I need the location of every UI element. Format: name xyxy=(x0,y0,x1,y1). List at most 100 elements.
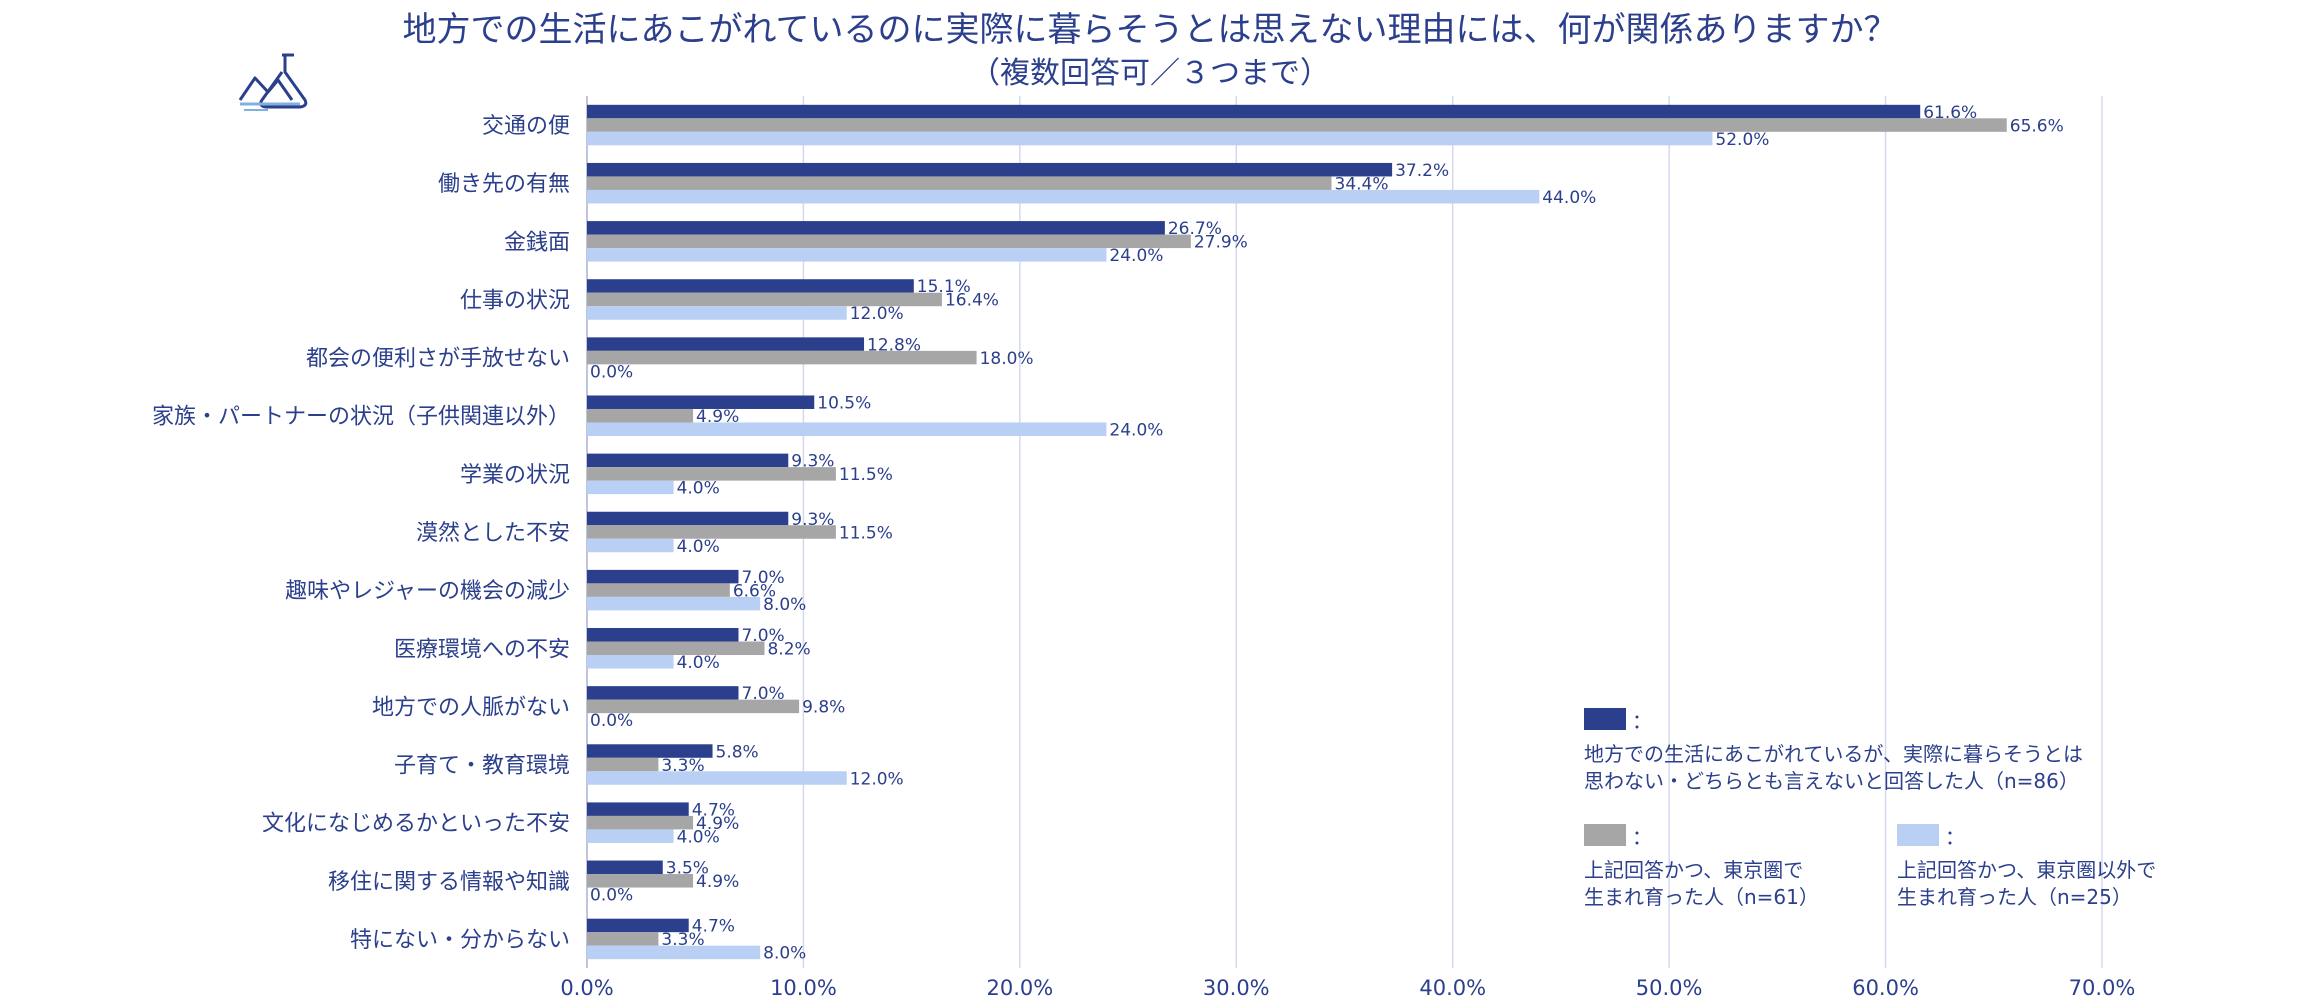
legend-label-series3: 上記回答かつ、東京圏以外で 生まれ育った人（n=25） xyxy=(1897,858,2157,909)
x-tick-label: 50.0% xyxy=(1636,976,1703,1000)
data-label: 6.6% xyxy=(733,581,776,601)
legend-swatch-series2 xyxy=(1584,824,1626,846)
data-label: 12.8% xyxy=(867,335,921,355)
x-tick-label: 30.0% xyxy=(1203,976,1270,1000)
legend-label-series2: 上記回答かつ、東京圏で 生まれ育った人（n=61） xyxy=(1584,858,1819,909)
data-label: 16.4% xyxy=(945,291,999,311)
data-label: 3.3% xyxy=(661,756,704,776)
bar-series2 xyxy=(587,932,659,946)
bar-series1 xyxy=(587,628,739,642)
bar-series3 xyxy=(587,538,674,553)
bar-series2 xyxy=(587,525,836,539)
bar-series2 xyxy=(587,234,1191,249)
category-label: 地方での人脈がない xyxy=(372,695,570,720)
data-label: 9.3% xyxy=(791,510,834,530)
legend-colon: ： xyxy=(1632,709,1652,733)
data-label: 3.5% xyxy=(666,859,709,879)
category-label: 漠然とした不安 xyxy=(416,521,570,546)
x-tick-label: 70.0% xyxy=(2069,976,2136,1000)
bar-series2 xyxy=(587,350,977,365)
bar-series1 xyxy=(587,918,689,933)
category-label: 交通の便 xyxy=(482,114,570,139)
legend-colon: ： xyxy=(1945,825,1965,849)
data-label: 4.0% xyxy=(677,827,720,847)
bar-series1 xyxy=(587,221,1165,235)
bar-series2 xyxy=(587,641,765,656)
bar-series1 xyxy=(587,395,815,409)
data-label: 8.2% xyxy=(767,640,810,660)
chart-subtitle: （複数回答可／３つまで） xyxy=(970,56,1330,91)
data-label: 7.0% xyxy=(742,626,785,646)
bar-series3 xyxy=(587,945,761,960)
data-label: 11.5% xyxy=(839,465,893,485)
data-label: 27.9% xyxy=(1194,233,1248,253)
bar-series3 xyxy=(587,655,674,669)
data-label: 24.0% xyxy=(1109,420,1163,440)
data-label: 24.0% xyxy=(1109,246,1163,266)
bar-series1 xyxy=(587,104,1921,119)
legend-label-series1: 地方での生活にあこがれているが、実際に暮らそうとは 思わない・どちらとも言えない… xyxy=(1584,742,2083,793)
category-label: 趣味やレジャーの機会の減少 xyxy=(285,579,570,604)
bar-series3 xyxy=(587,596,761,611)
category-label: 特にない・分からない xyxy=(350,928,570,953)
data-label: 15.1% xyxy=(917,277,971,297)
data-label: 7.0% xyxy=(742,684,785,704)
data-label: 4.9% xyxy=(696,872,739,892)
bar-series2 xyxy=(587,699,800,714)
x-tick-label: 20.0% xyxy=(986,976,1053,1000)
data-label: 7.0% xyxy=(742,568,785,588)
data-label: 26.7% xyxy=(1168,219,1222,239)
x-tick-label: 10.0% xyxy=(770,976,837,1000)
data-label: 5.8% xyxy=(716,742,759,762)
flask-landscape-icon xyxy=(238,53,308,111)
bar-series1 xyxy=(587,802,689,816)
bar-series3 xyxy=(587,248,1107,262)
data-label: 4.9% xyxy=(696,407,739,427)
bar-series2 xyxy=(587,292,942,307)
chart-title: 地方での生活にあこがれているのに実際に暮らそうとは思えない理由には、何が関係あり… xyxy=(402,10,1898,50)
category-label: 家族・パートナーの状況（子供関連以外） xyxy=(152,405,570,430)
legend-swatch-series3 xyxy=(1897,824,1939,846)
category-label: 働き先の有無 xyxy=(438,172,570,197)
bar-series2 xyxy=(587,815,694,830)
data-label: 34.4% xyxy=(1335,174,1389,194)
bar-series2 xyxy=(587,467,836,481)
bar-series1 xyxy=(587,279,914,293)
data-label: 0.0% xyxy=(590,711,633,731)
bar-series1 xyxy=(587,686,739,700)
data-label: 44.0% xyxy=(1542,188,1596,208)
bar-series2 xyxy=(587,176,1332,190)
bar-series1 xyxy=(587,744,713,758)
bar-series2 xyxy=(587,583,730,597)
data-label: 0.0% xyxy=(590,362,633,382)
bar-series1 xyxy=(587,162,1393,177)
category-label: 移住に関する情報や知識 xyxy=(328,870,570,895)
data-label: 11.5% xyxy=(839,523,893,543)
category-label: 医療環境への不安 xyxy=(394,637,570,662)
category-label: 金銭面 xyxy=(504,230,570,255)
data-label: 18.0% xyxy=(980,349,1034,369)
data-label: 4.0% xyxy=(677,537,720,557)
bar-series1 xyxy=(587,860,663,875)
data-label: 9.8% xyxy=(802,698,845,718)
data-label: 61.6% xyxy=(1923,103,1977,123)
data-label: 12.0% xyxy=(850,304,904,324)
data-label: 37.2% xyxy=(1395,161,1449,181)
data-label: 9.3% xyxy=(791,452,834,472)
bar-series3 xyxy=(587,131,1713,146)
data-label: 4.7% xyxy=(692,800,735,820)
data-label: 4.0% xyxy=(677,479,720,499)
category-label: 都会の便利さが手放せない xyxy=(306,347,570,372)
data-label: 0.0% xyxy=(590,886,633,906)
data-label: 8.0% xyxy=(763,595,806,615)
bar-series2 xyxy=(587,118,2007,132)
x-tick-label: 0.0% xyxy=(560,976,613,1000)
data-label: 3.3% xyxy=(661,930,704,950)
bar-series1 xyxy=(587,511,789,526)
bar-series1 xyxy=(587,453,789,468)
data-label: 65.6% xyxy=(2010,116,2064,136)
x-tick-label: 60.0% xyxy=(1852,976,1919,1000)
data-label: 52.0% xyxy=(1715,130,1769,150)
bar-series2 xyxy=(587,874,694,888)
